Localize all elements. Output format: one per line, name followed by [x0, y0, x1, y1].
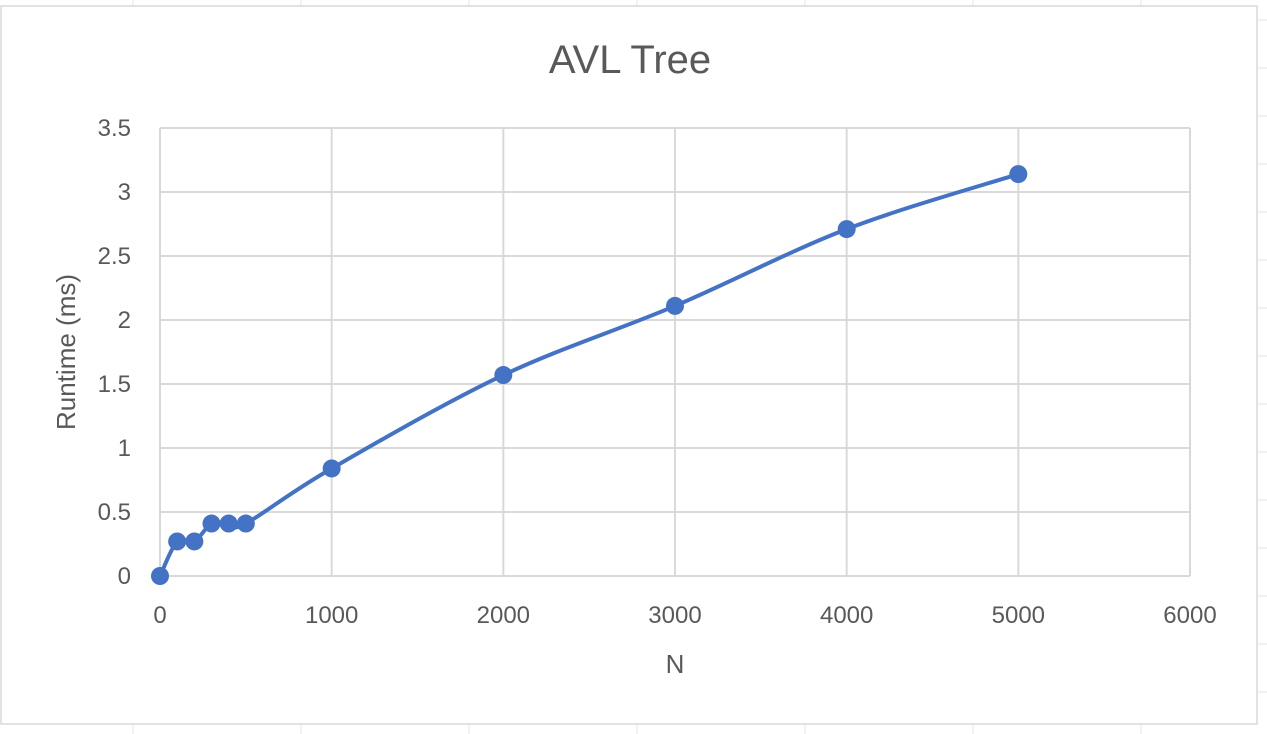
chart-title[interactable]: AVL Tree [549, 38, 711, 82]
x-axis-title[interactable]: N [666, 649, 685, 679]
data-point[interactable] [666, 296, 684, 315]
x-tick-label: 4000 [820, 602, 873, 629]
data-point[interactable] [837, 220, 856, 239]
y-tick-label: 3.5 [98, 115, 131, 142]
x-axis-ticks: 0 1000 2000 3000 4000 5000 6000 [153, 602, 1216, 629]
y-tick-label: 2.5 [98, 243, 131, 270]
series-runtime[interactable] [151, 165, 1028, 585]
data-point[interactable] [219, 514, 238, 533]
data-point[interactable] [151, 567, 169, 585]
y-tick-label: 0.5 [98, 499, 131, 526]
y-tick-label: 2 [118, 307, 131, 334]
x-tick-label: 1000 [305, 602, 358, 629]
data-point[interactable] [202, 514, 221, 533]
data-point[interactable] [168, 532, 187, 551]
data-point[interactable] [494, 366, 513, 385]
x-tick-label: 3000 [648, 602, 701, 629]
y-axis-title[interactable]: Runtime (ms) [51, 274, 81, 430]
y-tick-label: 1.5 [98, 371, 131, 398]
y-tick-label: 0 [118, 563, 131, 590]
data-point[interactable] [322, 459, 341, 478]
chart-border [0, 5, 1258, 725]
x-tick-label: 2000 [477, 602, 530, 629]
y-axis-ticks: 0 0.5 1 1.5 2 2.5 3 3.5 [98, 115, 131, 590]
y-tick-label: 1 [118, 435, 131, 462]
data-point[interactable] [185, 532, 204, 551]
x-tick-label: 0 [153, 602, 166, 629]
data-point[interactable] [236, 514, 255, 533]
x-tick-label: 6000 [1163, 602, 1216, 629]
y-tick-label: 3 [118, 179, 131, 206]
gridlines [159, 127, 1191, 577]
data-point[interactable] [1009, 165, 1028, 184]
x-tick-label: 5000 [992, 602, 1045, 629]
